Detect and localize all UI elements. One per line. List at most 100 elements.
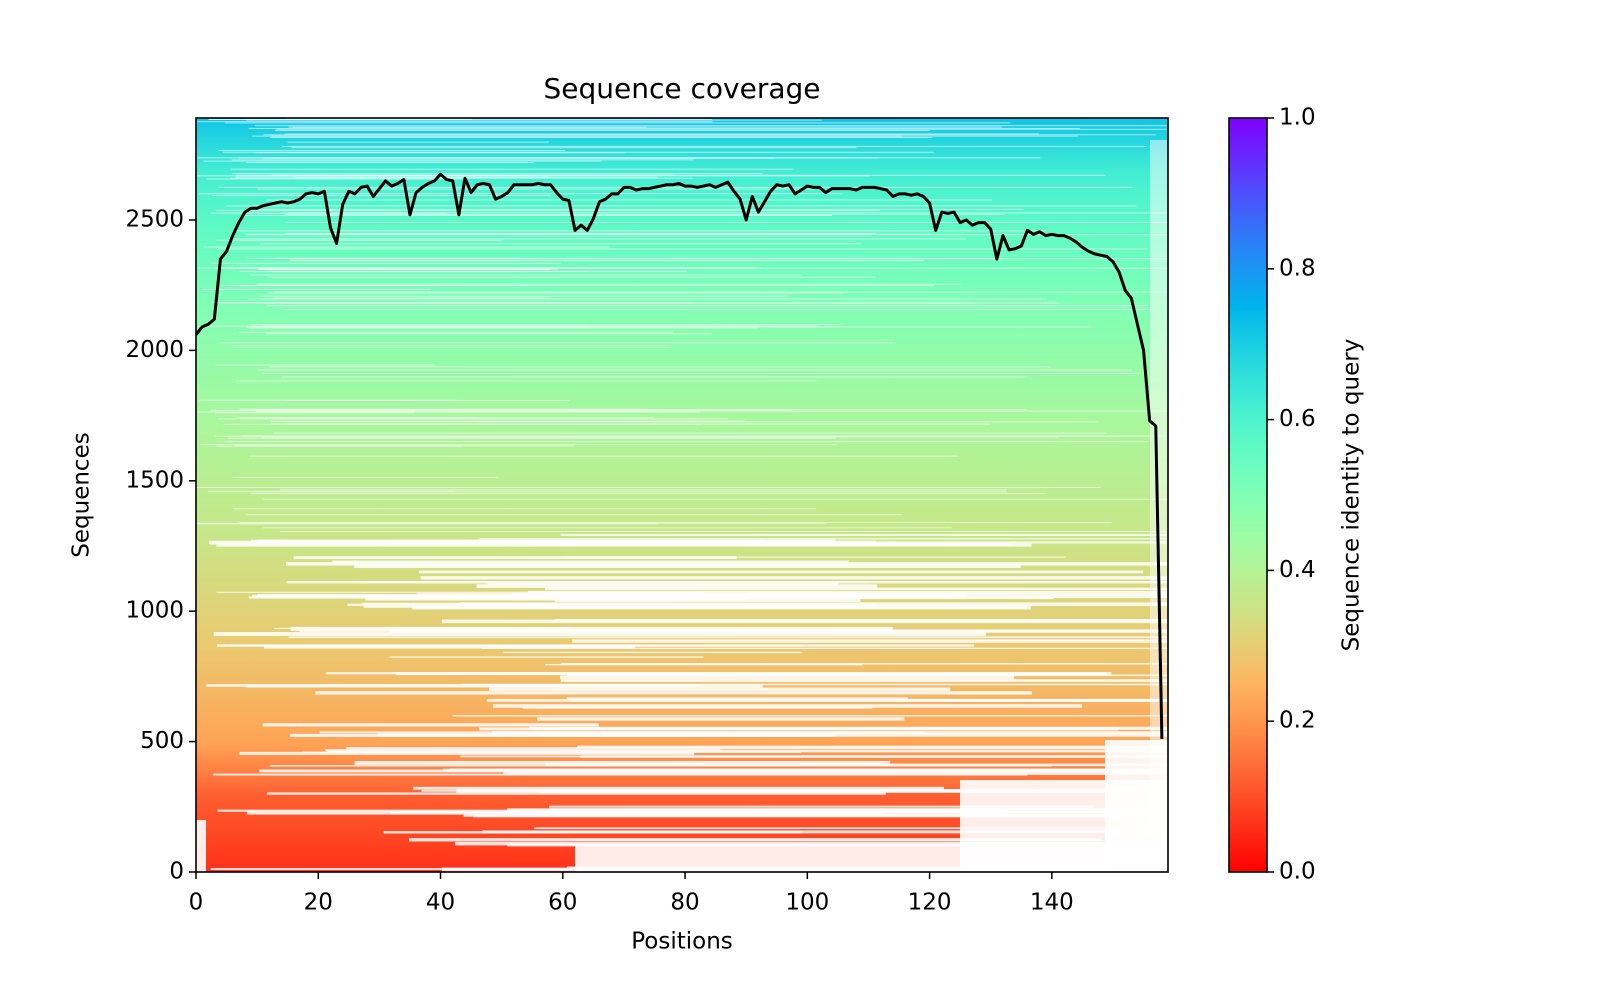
gap-streak	[527, 590, 1168, 595]
gap-streak	[285, 562, 1168, 566]
gap-streak	[284, 421, 1099, 423]
gap-streak	[258, 268, 551, 270]
gap-streak	[460, 683, 1168, 686]
gap-streak	[409, 838, 1101, 842]
gap-streak	[284, 133, 1039, 135]
gap-streak	[503, 651, 802, 654]
gap-streak	[251, 491, 1007, 493]
gap-streak	[260, 243, 861, 245]
gap-streak	[270, 423, 991, 425]
gap-streak	[230, 645, 803, 647]
gap-streak	[274, 130, 930, 132]
gap-streak	[262, 723, 599, 727]
gap-streak	[460, 755, 1138, 758]
gap-streak	[268, 292, 843, 294]
gap-streak	[242, 215, 832, 217]
gap-streak	[211, 409, 793, 411]
gap-streak	[216, 239, 503, 241]
gap-streak	[213, 632, 986, 636]
gap-streak	[290, 626, 893, 631]
gap-streak	[216, 210, 880, 212]
gap-streak	[196, 175, 871, 177]
gap-streak	[266, 199, 993, 201]
x-tick-label: 20	[304, 890, 333, 916]
gap-streak	[479, 538, 1168, 540]
gap-block	[196, 820, 206, 872]
gap-streak	[231, 159, 694, 161]
gap-streak	[363, 605, 1026, 608]
gap-streak	[420, 576, 1168, 580]
gap-streak	[216, 248, 1148, 250]
gap-streak	[285, 221, 1168, 223]
gap-streak	[246, 162, 534, 164]
gap-streak	[215, 364, 436, 366]
colorbar-tick-label: 0.0	[1279, 859, 1316, 885]
gap-streak	[218, 150, 565, 152]
gap-streak	[230, 168, 794, 170]
gap-streak	[233, 508, 817, 510]
gap-streak	[285, 213, 1005, 215]
gap-streak	[224, 122, 1011, 124]
gap-streak	[217, 809, 1023, 812]
gap-streak	[256, 283, 961, 285]
gap-streak	[238, 331, 673, 333]
gap-streak	[287, 141, 550, 143]
gap-streak	[273, 432, 1107, 434]
x-tick-label: 0	[189, 890, 204, 916]
gap-streak	[232, 476, 499, 478]
gap-streak	[421, 630, 1168, 632]
gap-streak	[473, 814, 1152, 818]
x-axis-label: Positions	[631, 929, 733, 955]
gap-streak	[291, 147, 857, 149]
gap-streak	[216, 591, 704, 593]
gap-streak	[360, 581, 868, 584]
gap-streak	[487, 583, 839, 585]
plot-frame	[195, 117, 1169, 873]
gap-streak	[248, 127, 1080, 129]
gap-streak	[288, 212, 1168, 214]
gap-streak	[389, 656, 704, 658]
colorbar-tick-label: 0.8	[1279, 255, 1316, 281]
gap-streak	[239, 157, 879, 159]
coverage-heatmap	[196, 118, 1168, 872]
right-edge-gap	[1150, 140, 1168, 872]
gap-streak	[250, 493, 1045, 495]
gap-streak	[246, 326, 1091, 328]
y-tick-label: 1000	[125, 598, 184, 624]
gap-streak	[218, 186, 1132, 188]
gap-streak	[269, 366, 1051, 368]
gap-streak	[198, 399, 457, 401]
gap-streak	[482, 830, 1151, 834]
gap-streak	[236, 417, 479, 419]
gap-streak	[486, 698, 1168, 702]
y-tick-label: 1500	[125, 467, 184, 493]
gap-streak	[246, 233, 930, 235]
gap-streak	[203, 246, 611, 248]
gap-streak	[249, 455, 958, 457]
gap-streak	[396, 672, 1106, 676]
gap-streak	[257, 369, 1133, 371]
gap-streak	[241, 435, 1168, 437]
gap-streak	[197, 411, 701, 413]
gap-streak	[196, 523, 658, 525]
gap-streak	[261, 325, 819, 327]
gap-streak	[212, 194, 551, 196]
gap-streak	[247, 257, 521, 259]
gap-streak	[560, 663, 1168, 665]
gap-streak	[560, 533, 1168, 536]
gap-streak	[452, 715, 1168, 717]
gap-streak	[219, 267, 762, 269]
gap-streak	[493, 704, 1082, 708]
gap-streak	[255, 410, 1168, 412]
gap-streak	[245, 684, 763, 688]
gap-streak	[229, 238, 966, 240]
gap-streak	[206, 178, 467, 180]
gap-streak	[263, 134, 1156, 136]
chart-title: Sequence coverage	[543, 72, 820, 105]
gap-streak	[207, 118, 472, 120]
gap-streak	[274, 627, 571, 629]
gap-streak	[249, 327, 758, 329]
gap-streak	[239, 751, 695, 755]
gap-streak	[231, 346, 672, 348]
gap-streak	[210, 868, 573, 871]
